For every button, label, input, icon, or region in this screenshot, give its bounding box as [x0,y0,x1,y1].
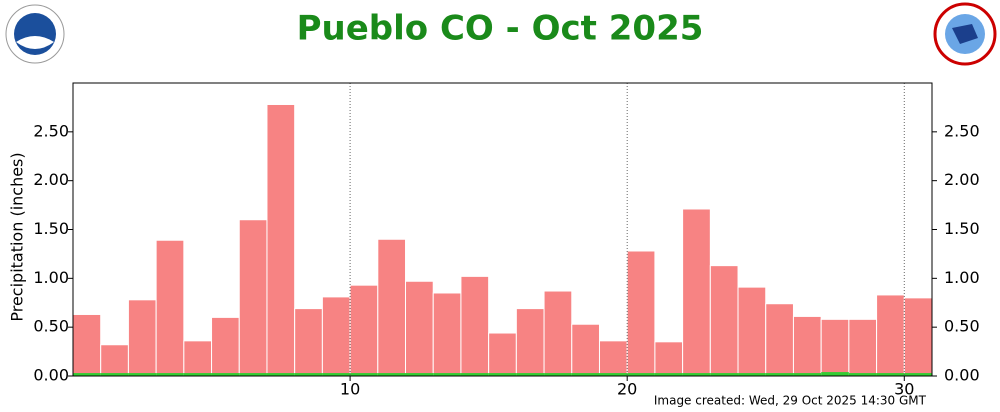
bar [183,373,212,376]
bar [821,372,849,376]
bar [682,208,711,377]
bar [377,238,407,377]
plot-frame [72,82,933,377]
bar [904,373,932,376]
x-tick-label: 30 [894,380,914,399]
bar [848,373,877,376]
bar [654,341,684,377]
y-tick-label: 0.50 [33,317,69,336]
y2-tick-label: 0.00 [944,366,980,385]
bar [433,373,461,376]
y-tick-label: 2.50 [33,121,69,140]
bar [627,373,655,376]
y2-tick-label: 2.00 [944,170,980,189]
bar [876,294,905,377]
bar [294,373,323,376]
bar [460,373,489,376]
noaa-logo [5,4,65,64]
footer: Image created: Wed, 29 Oct 2025 14:30 GM… [654,394,927,408]
bar [792,315,822,377]
bar [571,323,600,377]
bar [211,373,240,376]
bar [294,308,323,377]
y-tick-label: 0.00 [33,366,69,385]
bar [211,316,240,377]
bar [460,275,490,377]
bar [765,373,794,376]
bar [598,340,628,377]
y2-tick-label: 2.50 [944,121,980,140]
bar [322,373,351,376]
bar [488,373,517,376]
y2-tick-label: 0.50 [944,317,980,336]
x-tick-label: 10 [340,380,360,399]
x-tick-label: 20 [617,380,637,399]
bar [738,373,766,376]
bar [820,318,850,377]
bar [377,373,406,376]
bar [793,373,822,376]
bar [848,318,878,377]
bar [239,373,267,376]
bar [626,250,656,377]
bar [155,239,185,377]
bar [876,373,905,376]
bar [571,373,600,376]
bar [516,373,545,376]
bar [100,344,129,377]
bar [321,296,351,377]
y2-tick-label: 1.50 [944,219,980,238]
bar [238,219,268,377]
bar [654,373,683,376]
bar [128,373,157,376]
bar [432,292,462,377]
bar [709,265,739,377]
y2-tick-label: 1.00 [944,268,980,287]
bar [515,308,545,377]
bar [266,103,296,377]
bar [405,373,434,376]
bar [544,373,572,376]
bar [72,313,102,377]
bar [710,373,739,376]
bar [405,280,434,377]
bar [682,373,711,376]
bar [127,299,157,377]
bar [183,340,213,377]
bar [599,373,628,376]
bar [737,286,767,377]
y-tick-label: 1.50 [33,219,69,238]
bar [488,332,517,377]
bar [349,284,379,377]
bar [543,290,573,377]
y-axis-label: Precipitation (inches) [8,152,27,321]
bar [266,373,295,376]
y-tick-label: 1.00 [33,268,69,287]
y-tick-label: 2.00 [33,170,69,189]
bar [156,373,184,376]
bar [903,297,933,377]
chart-title: Pueblo CO - Oct 2025 [297,9,704,49]
nws-logo [933,2,997,66]
bar [73,373,101,376]
bar [765,303,794,377]
bar [100,373,129,376]
bar [350,373,378,376]
